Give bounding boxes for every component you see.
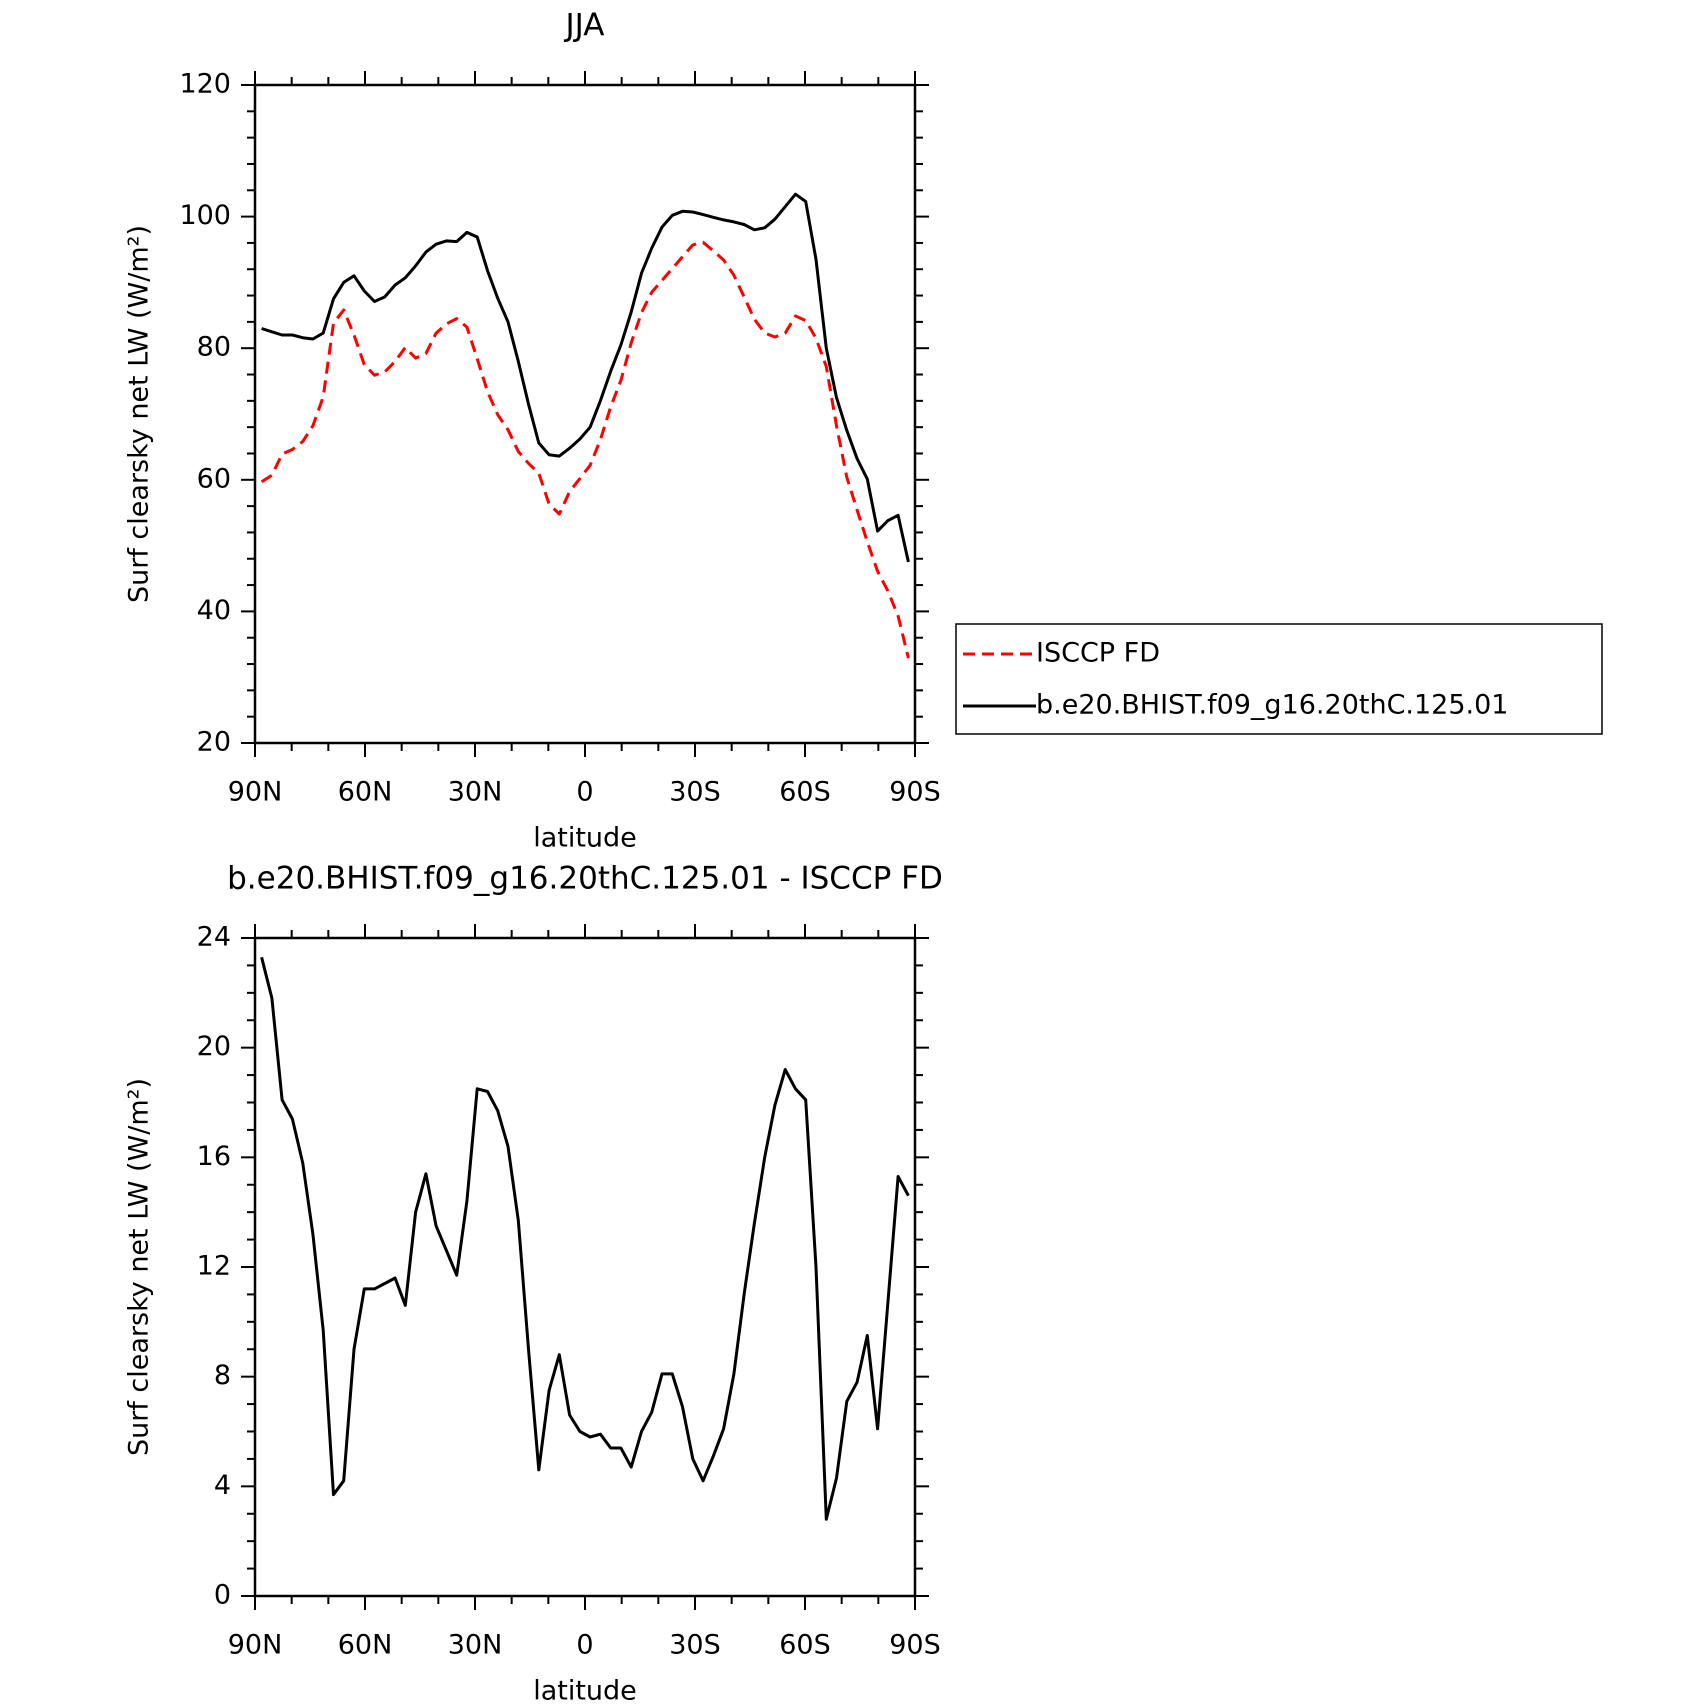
y-tick-label: 12 <box>197 1251 231 1282</box>
series-line <box>261 192 910 563</box>
y-tick-label: 0 <box>214 1580 231 1611</box>
x-tick-label: 60S <box>779 777 831 808</box>
x-tick-label: 0 <box>576 777 593 808</box>
x-tick-label: 30S <box>669 777 721 808</box>
x-axis-label: latitude <box>533 1676 637 1707</box>
x-tick-label: 90N <box>228 777 283 808</box>
legend-label: ISCCP FD <box>1036 638 1160 669</box>
x-tick-label: 60S <box>779 1630 831 1661</box>
x-tick-label: 90S <box>889 1630 941 1661</box>
legend-label: b.e20.BHIST.f09_g16.20thC.125.01 <box>1036 690 1508 721</box>
series-line <box>260 240 910 659</box>
y-tick-label: 120 <box>179 69 231 100</box>
y-tick-label: 20 <box>197 1031 231 1062</box>
y-tick-label: 4 <box>214 1470 231 1501</box>
y-axis-label: Surf clearsky net LW (W/m²) <box>124 1078 155 1456</box>
x-tick-label: 90S <box>889 777 941 808</box>
plot-frame <box>253 936 917 1598</box>
x-tick-label: 60N <box>338 777 393 808</box>
chart-title: JJA <box>564 8 605 44</box>
x-axis-label: latitude <box>533 823 637 854</box>
x-tick-label: 30S <box>669 1630 721 1661</box>
y-tick-label: 80 <box>197 332 231 363</box>
x-tick-label: 90N <box>228 1630 283 1661</box>
y-tick-label: 20 <box>197 727 231 758</box>
x-tick-label: 30N <box>448 1630 503 1661</box>
series-line <box>260 956 910 1521</box>
y-axis-label: Surf clearsky net LW (W/m²) <box>124 225 155 603</box>
legend-box <box>955 623 1603 735</box>
y-tick-label: 100 <box>179 200 231 231</box>
x-tick-label: 30N <box>448 777 503 808</box>
y-tick-label: 24 <box>197 922 231 953</box>
chart-title: b.e20.BHIST.f09_g16.20thC.125.01 - ISCCP… <box>227 861 943 897</box>
x-tick-label: 60N <box>338 1630 393 1661</box>
y-tick-label: 60 <box>197 463 231 494</box>
y-tick-label: 8 <box>214 1360 231 1391</box>
y-tick-label: 16 <box>197 1141 231 1172</box>
x-tick-label: 0 <box>576 1630 593 1661</box>
plot-frame <box>253 83 917 745</box>
y-tick-label: 40 <box>197 595 231 626</box>
